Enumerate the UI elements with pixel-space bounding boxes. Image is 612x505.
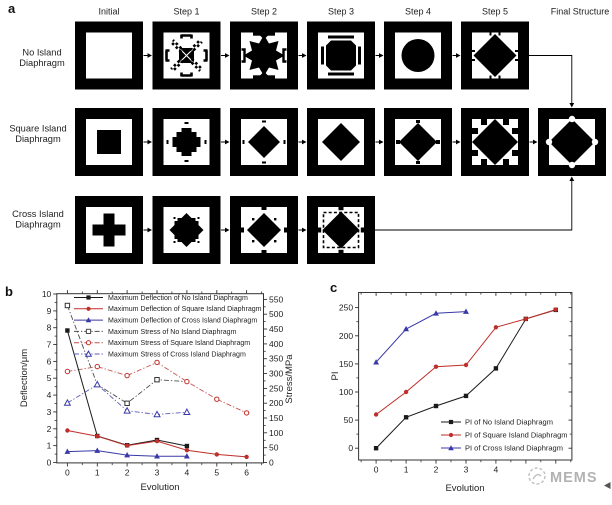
svg-text:100: 100	[269, 428, 283, 438]
svg-text:3: 3	[155, 467, 160, 477]
svg-text:250: 250	[269, 383, 283, 393]
svg-text:200: 200	[339, 331, 353, 341]
svg-text:Square Island: Square Island	[9, 124, 66, 134]
svg-text:Diaphragm: Diaphragm	[19, 58, 65, 68]
svg-text:Maximum Deflection of No Islan: Maximum Deflection of No Island Diaphrag…	[108, 295, 248, 302]
svg-text:Diaphragm: Diaphragm	[15, 220, 61, 230]
svg-text:b: b	[5, 284, 13, 299]
svg-text:a: a	[8, 1, 16, 16]
svg-text:0: 0	[269, 458, 274, 468]
svg-text:50: 50	[269, 443, 279, 453]
svg-text:Step 3: Step 3	[328, 7, 354, 17]
svg-text:0: 0	[47, 458, 52, 468]
svg-text:Maximum Stress of No Island Di: Maximum Stress of No Island Diaphragm	[108, 329, 237, 336]
svg-text:0: 0	[374, 465, 379, 475]
svg-text:Evolution: Evolution	[140, 482, 179, 493]
svg-text:Maximum Stress of Square Islan: Maximum Stress of Square Island Diaphrag…	[108, 340, 250, 347]
svg-text:6: 6	[244, 467, 249, 477]
svg-text:PI: PI	[330, 372, 341, 381]
svg-text:7: 7	[47, 340, 52, 350]
svg-text:Step 1: Step 1	[173, 7, 199, 17]
svg-text:350: 350	[269, 354, 283, 364]
svg-text:Evolution: Evolution	[445, 483, 484, 494]
svg-text:8: 8	[47, 323, 52, 333]
svg-text:Diaphragm: Diaphragm	[15, 134, 61, 144]
svg-text:Stress/MPa: Stress/MPa	[284, 354, 295, 404]
svg-text:3: 3	[47, 407, 52, 417]
svg-text:PI of Square Island Diaphragm: PI of Square Island Diaphragm	[465, 431, 568, 440]
svg-text:Cross Island: Cross Island	[12, 209, 64, 219]
svg-text:6: 6	[47, 356, 52, 366]
svg-text:4: 4	[185, 467, 190, 477]
svg-text:Step 2: Step 2	[251, 7, 277, 17]
svg-text:1: 1	[95, 467, 100, 477]
svg-text:Maximum Stress of Cross Island: Maximum Stress of Cross Island Diaphragm	[108, 351, 246, 358]
svg-text:No Island: No Island	[22, 48, 61, 58]
svg-text:550: 550	[269, 294, 283, 304]
svg-text:0: 0	[348, 443, 353, 453]
svg-text:1: 1	[404, 465, 409, 475]
svg-text:9: 9	[47, 306, 52, 316]
svg-text:1: 1	[47, 441, 52, 451]
svg-text:Step 5: Step 5	[482, 7, 508, 17]
svg-text:PI of Cross Island Diaphragm: PI of Cross Island Diaphragm	[465, 444, 563, 453]
svg-text:250: 250	[339, 303, 353, 313]
svg-text:10: 10	[42, 289, 52, 299]
svg-text:2: 2	[125, 467, 130, 477]
svg-text:Initial: Initial	[98, 7, 119, 17]
svg-text:Step 4: Step 4	[405, 7, 431, 17]
svg-text:5: 5	[47, 373, 52, 383]
svg-text:2: 2	[434, 465, 439, 475]
svg-text:4: 4	[494, 465, 499, 475]
svg-text:450: 450	[269, 324, 283, 334]
svg-text:Final Structure: Final Structure	[551, 7, 610, 17]
svg-text:MEMS: MEMS	[550, 470, 598, 486]
svg-text:c: c	[330, 280, 337, 295]
svg-text:500: 500	[269, 309, 283, 319]
svg-text:300: 300	[269, 369, 283, 379]
svg-text:Maximum Deflection of Cross Is: Maximum Deflection of Cross Island Diaph…	[108, 318, 257, 325]
svg-text:Maximum Deflection of Square I: Maximum Deflection of Square Island Diap…	[108, 306, 262, 313]
svg-text:400: 400	[269, 339, 283, 349]
svg-text:2: 2	[47, 424, 52, 434]
svg-text:PI of No Island Diaphragm: PI of No Island Diaphragm	[465, 418, 553, 427]
svg-text:5: 5	[214, 467, 219, 477]
svg-text:Deflection/μm: Deflection/μm	[19, 349, 30, 407]
svg-text:100: 100	[339, 387, 353, 397]
svg-text:150: 150	[339, 359, 353, 369]
svg-text:150: 150	[269, 413, 283, 423]
svg-text:200: 200	[269, 398, 283, 408]
svg-text:50: 50	[344, 415, 354, 425]
svg-text:0: 0	[65, 467, 70, 477]
svg-text:4: 4	[47, 390, 52, 400]
svg-text:3: 3	[464, 465, 469, 475]
